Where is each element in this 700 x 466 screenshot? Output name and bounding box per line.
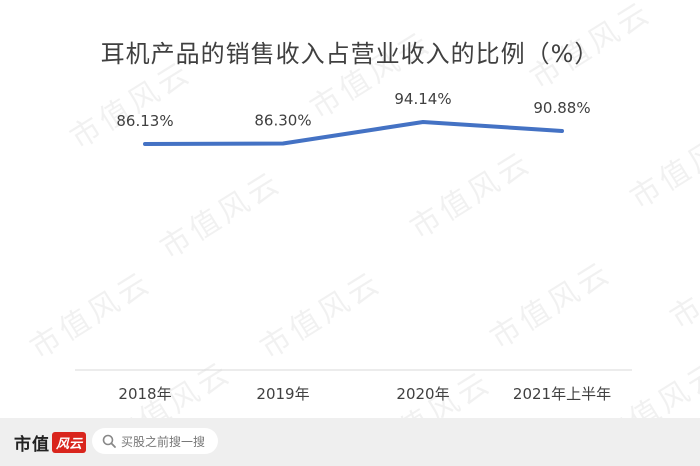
chart-card: 市值风云 市值风云 市值风云 市值风云 市值风云 市值风云 市值风云 市值风云 市值风云 市值风云…	[0, 0, 700, 418]
chart-title: 耳机产品的销售收入占营业收入的比例（%）	[100, 40, 600, 68]
search-box[interactable]: 买股之前搜一搜	[92, 428, 218, 454]
x-tick-label: 2019年	[256, 385, 309, 403]
data-label: 86.30%	[254, 112, 311, 130]
line-chart: 86.13% 86.30% 94.14% 90.88% 2018年 2019年 2020年 2…	[75, 90, 632, 403]
brand-logo[interactable]: 市值 风云	[14, 430, 87, 455]
logo-accent: 风云	[52, 431, 87, 453]
x-tick-label: 2021年上半年	[513, 385, 611, 403]
search-icon	[102, 434, 116, 448]
x-tick-label: 2018年	[118, 385, 171, 403]
logo-text: 市值	[14, 434, 50, 455]
search-placeholder: 买股之前搜一搜	[121, 434, 206, 449]
x-tick-label: 2020年	[396, 385, 449, 403]
footer-bar: 市值 风云 买股之前搜一搜	[0, 418, 700, 466]
data-label: 94.14%	[394, 90, 451, 108]
series-line	[143, 120, 564, 146]
data-label: 86.13%	[116, 112, 173, 130]
data-label: 90.88%	[533, 99, 590, 117]
